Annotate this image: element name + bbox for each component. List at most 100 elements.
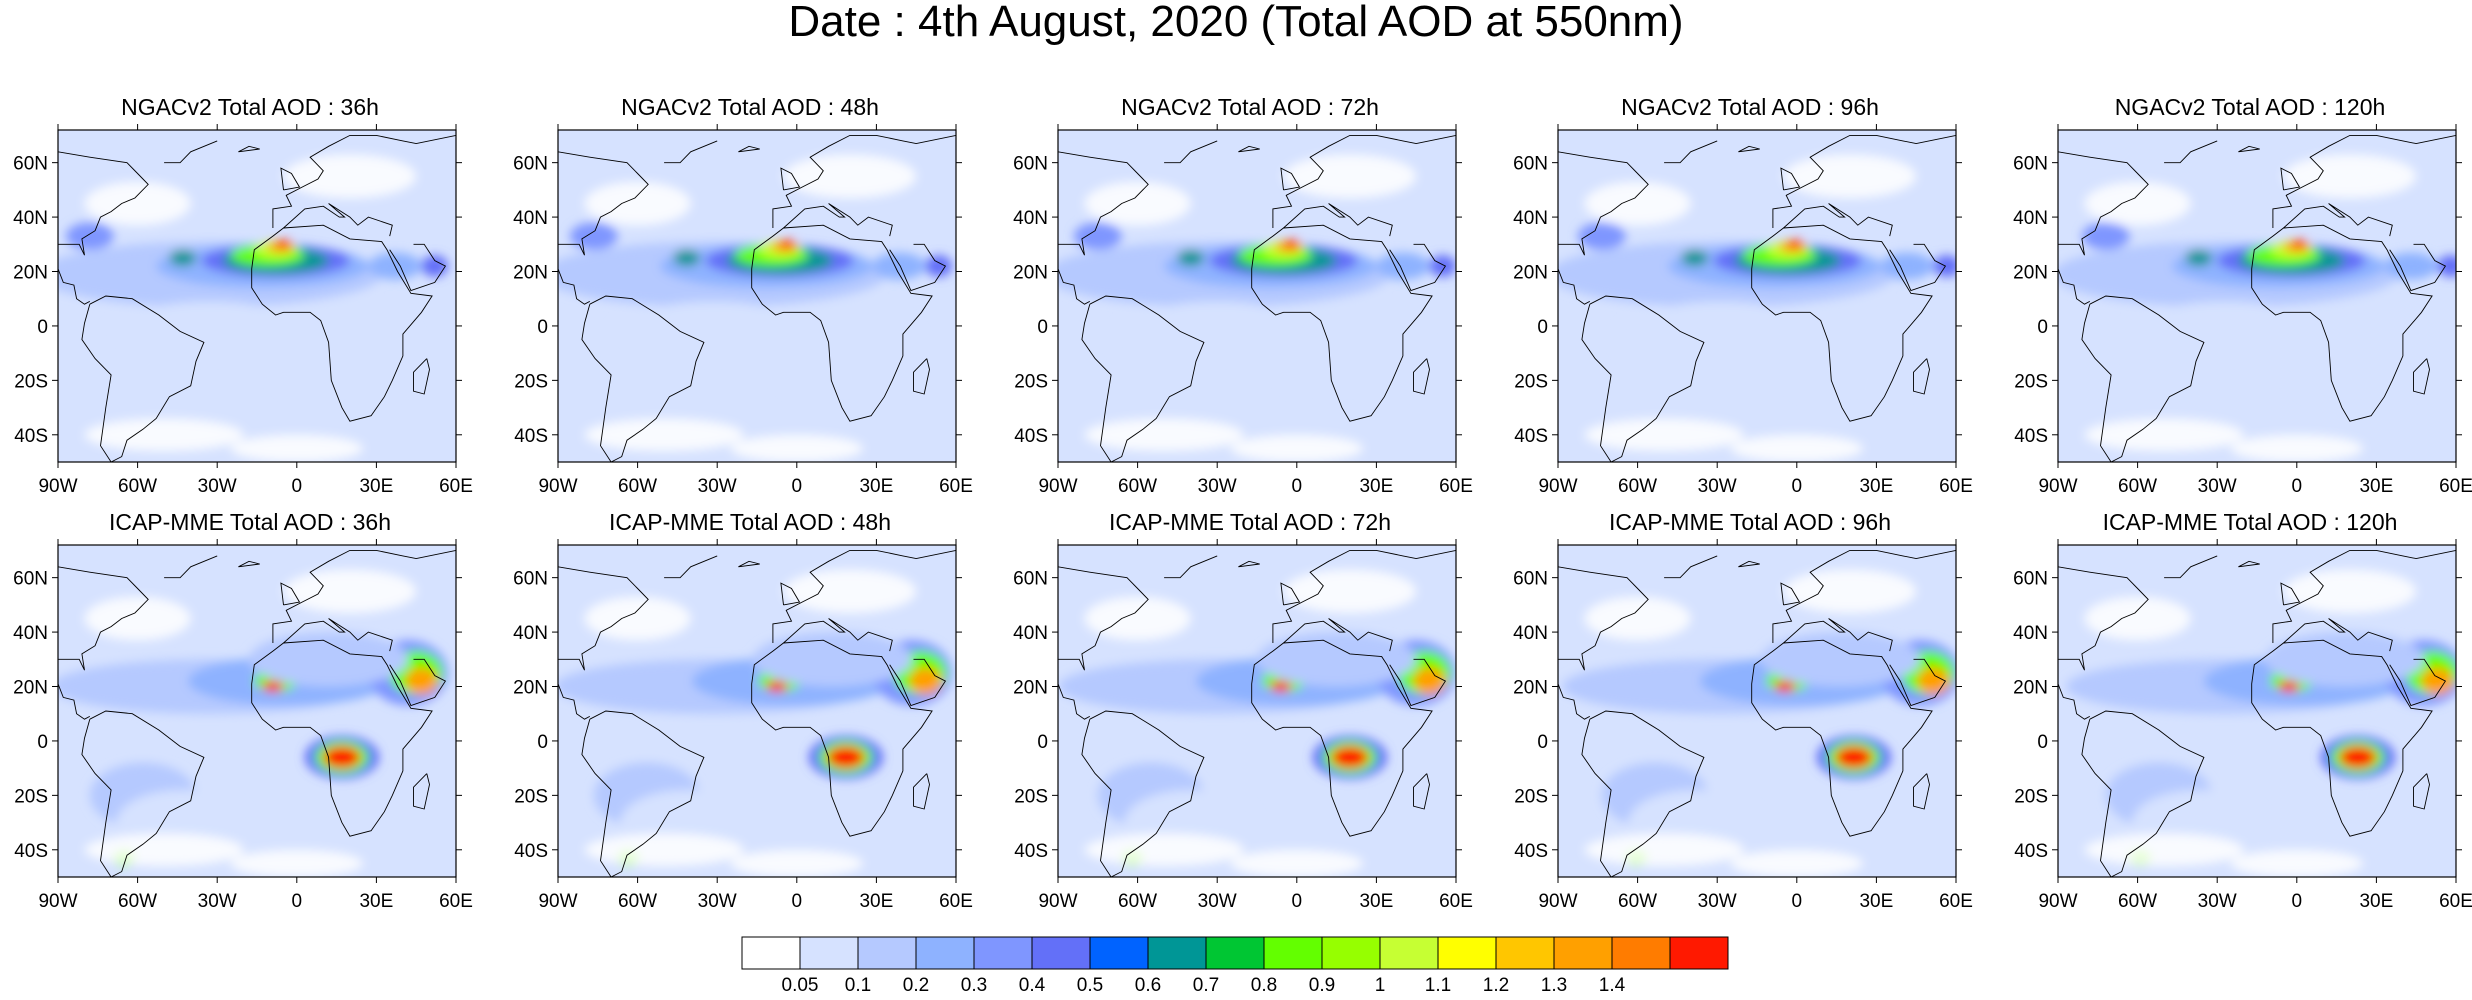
low-aod-region: [230, 849, 364, 877]
coastline: [664, 555, 718, 579]
colorbar-label: 0.4: [1019, 975, 1046, 995]
coastline: [389, 658, 447, 707]
lon-tick-label: 30W: [1198, 476, 1237, 497]
lon-tick-label: 30W: [198, 476, 237, 497]
coastline: [1772, 134, 1956, 228]
panel-title: ICAP-MME Total AOD : 120h: [2102, 509, 2398, 535]
colorbar-swatch: [857, 936, 917, 970]
lat-tick-label: 20S: [2014, 371, 2048, 392]
coastline: [58, 566, 149, 671]
low-aod-region: [2230, 849, 2364, 877]
lon-tick-label: 90W: [38, 476, 77, 497]
lat-tick-label: 40N: [1013, 208, 1048, 229]
aod-contour-region: [1615, 301, 1828, 378]
aod-field: [2065, 569, 2456, 877]
lon-tick-label: 60W: [1618, 476, 1657, 497]
map-plot: 60N 40N 20N 0 20S 40S 90W 60W 30W 0 30E 60E: [1513, 124, 1973, 497]
coastline: [1783, 618, 1893, 652]
low-aod-region: [1084, 833, 1244, 867]
coastline: [738, 560, 760, 568]
coastline: [1913, 773, 1930, 810]
lat-tick-label: 40S: [1014, 426, 1048, 447]
map-frame: [57, 544, 457, 878]
map-frame: [57, 129, 457, 463]
lat-tick-label: 20N: [13, 263, 48, 284]
coastlines: [1558, 134, 1956, 462]
coastline: [1081, 295, 1205, 462]
colorbar-label: 0.6: [1135, 975, 1161, 995]
lat-tick-label: 40N: [1013, 623, 1048, 644]
lon-tick-label: 30W: [698, 476, 737, 497]
coastline: [1280, 582, 1301, 606]
low-aod-region: [84, 596, 191, 641]
lat-tick-label: 40S: [1514, 426, 1548, 447]
aod-colorbar: 0.05 0.1 0.2 0.3 0.4 0.5 0.6 0.7 0.8 0.9 1 1.1 1.2 1.…: [740, 935, 1730, 996]
colorbar-label: 0.05: [782, 975, 819, 995]
lat-tick-label: 20N: [1513, 678, 1548, 699]
coastline: [1664, 555, 1718, 579]
aod-contour-region: [1270, 681, 1292, 692]
lat-tick-label: 40N: [2013, 208, 2048, 229]
lon-tick-label: 0: [2292, 476, 2303, 497]
coastline: [1058, 683, 1091, 720]
coastline: [889, 243, 947, 292]
lon-tick-label: 90W: [38, 891, 77, 912]
low-aod-region: [1584, 418, 1744, 452]
map-panel: NGACv2 Total AOD : 120h 60N 40N 20N 0 20S 40S 9…: [2000, 92, 2472, 512]
coastline: [1558, 566, 1649, 671]
lat-tick-label: 20S: [1514, 371, 1548, 392]
coastline: [2413, 358, 2430, 395]
aod-contour-region: [766, 681, 788, 692]
colorbar-swatch: [1147, 936, 1207, 970]
panel-title: ICAP-MME Total AOD : 96h: [1608, 509, 1892, 535]
coastline: [1889, 658, 1947, 707]
coastline: [1664, 140, 1718, 164]
low-aod-region: [2084, 181, 2191, 226]
colorbar-label: 0.1: [845, 975, 871, 995]
aod-contour-region: [2119, 301, 2332, 378]
aod-contour-region: [323, 746, 361, 769]
map-frame: [1557, 544, 1957, 878]
coastline: [238, 560, 260, 568]
lon-tick-label: 60W: [118, 891, 157, 912]
lat-tick-label: 60N: [13, 569, 48, 590]
low-aod-region: [584, 181, 691, 226]
lon-tick-label: 90W: [538, 476, 577, 497]
lat-tick-label: 40S: [2014, 426, 2048, 447]
coastlines: [1558, 549, 1956, 877]
lat-tick-label: 0: [1537, 732, 1548, 753]
coastline: [1751, 224, 1933, 422]
aod-contour-region: [2384, 252, 2438, 280]
lat-tick-label: 20S: [514, 371, 548, 392]
aod-contour-region: [249, 632, 409, 687]
coastline: [780, 582, 801, 606]
coastline: [2238, 560, 2260, 568]
aod-contour-region: [779, 240, 796, 249]
coastline: [751, 224, 933, 422]
coastline: [2389, 243, 2447, 292]
lat-tick-label: 20N: [13, 678, 48, 699]
aod-field: [1058, 154, 1456, 462]
lon-tick-label: 90W: [1038, 891, 1077, 912]
coastline: [1581, 295, 1705, 462]
colorbar-swatch: [799, 936, 859, 970]
lat-tick-label: 60N: [513, 154, 548, 175]
coastline: [2081, 295, 2205, 462]
coastline: [1251, 639, 1433, 837]
lon-tick-label: 30E: [2359, 891, 2393, 912]
lat-tick-label: 40S: [14, 841, 48, 862]
lat-tick-label: 20N: [2013, 263, 2048, 284]
lon-tick-label: 60E: [939, 476, 973, 497]
coastlines: [58, 549, 456, 877]
lon-tick-label: 30E: [1359, 891, 1393, 912]
coastline: [251, 224, 433, 422]
low-aod-region: [1283, 569, 1417, 614]
lat-tick-label: 40N: [1513, 208, 1548, 229]
map-panel: NGACv2 Total AOD : 36h 60N 40N 20N 0 20S 40S 90…: [0, 92, 500, 512]
lon-tick-label: 90W: [2038, 476, 2077, 497]
aod-contour-region: [1681, 249, 1708, 267]
lat-tick-label: 40N: [1513, 623, 1548, 644]
coastline: [1738, 560, 1760, 568]
colorbar-swatch: [1089, 936, 1149, 970]
coastline: [1581, 710, 1705, 877]
